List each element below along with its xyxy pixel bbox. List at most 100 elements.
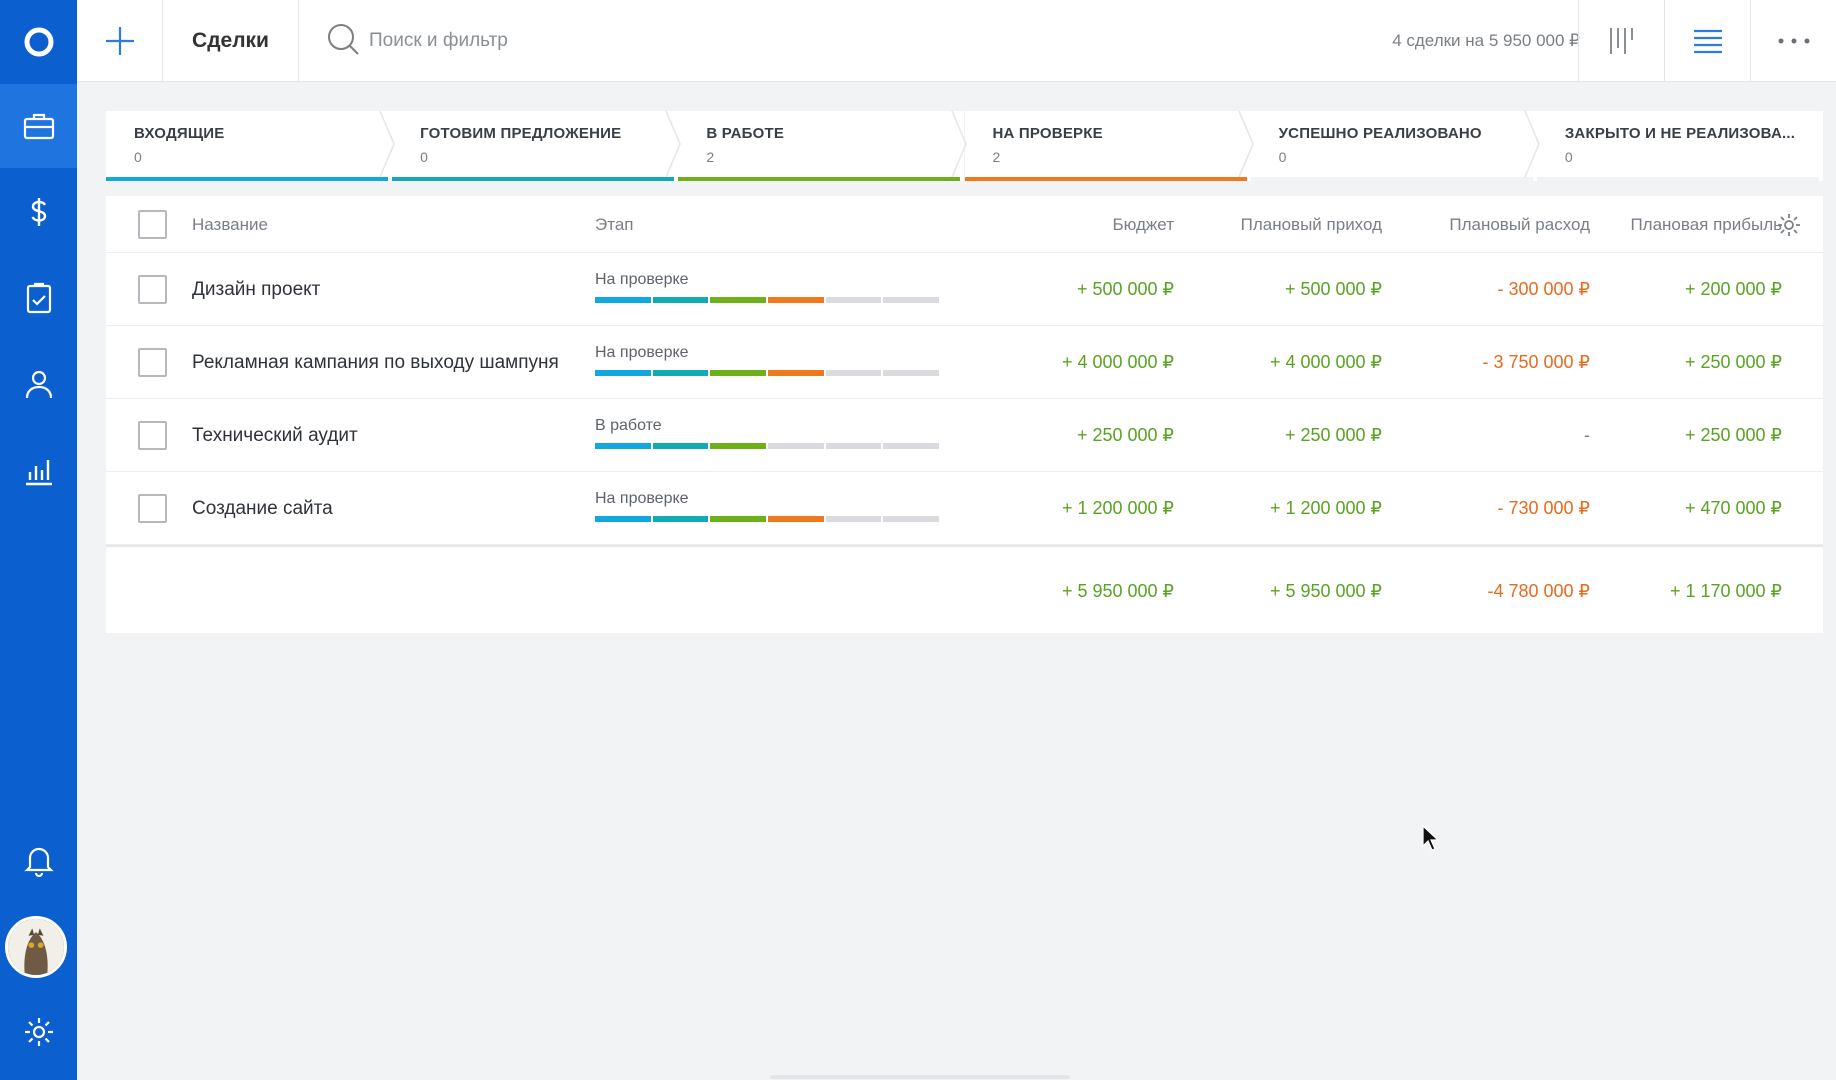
progress-segment xyxy=(595,370,651,376)
stage-name: УСПЕШНО РЕАЛИЗОВАНО xyxy=(1278,125,1482,142)
more-menu-button[interactable] xyxy=(1750,0,1836,82)
stage-color-bar xyxy=(106,177,389,181)
deal-expense: - 730 000 ₽ xyxy=(1497,498,1590,518)
stage-separator-icon xyxy=(1522,111,1540,177)
progress-segment xyxy=(652,516,709,522)
bottom-scroll-handle[interactable] xyxy=(770,1075,1070,1079)
deal-budget: + 4 000 000 ₽ xyxy=(1061,352,1174,372)
select-all-checkbox[interactable] xyxy=(138,210,167,239)
progress-segment xyxy=(825,516,882,522)
header-profit[interactable]: Плановая прибыль xyxy=(1630,214,1782,234)
progress-segment xyxy=(595,516,651,522)
stage-tab[interactable]: УСПЕШНО РЕАЛИЗОВАНО 0 xyxy=(1250,111,1540,181)
stage-progress-bar xyxy=(595,443,941,449)
table-header: Название Этап Бюджет Плановый приход Пла… xyxy=(106,196,1823,253)
progress-segment xyxy=(710,370,766,376)
kanban-view-button[interactable] xyxy=(1578,0,1664,82)
columns-settings-icon[interactable] xyxy=(1776,212,1802,238)
stage-name: ГОТОВИМ ПРЕДЛОЖЕНИЕ xyxy=(420,125,622,142)
person-icon[interactable] xyxy=(0,342,77,426)
stage-separator-icon xyxy=(950,111,968,177)
row-checkbox[interactable] xyxy=(138,275,167,304)
total-income: + 5 950 000 ₽ xyxy=(1269,580,1382,601)
list-view-button[interactable] xyxy=(1664,0,1750,82)
stage-tab[interactable]: ГОТОВИМ ПРЕДЛОЖЕНИЕ 0 xyxy=(392,111,682,181)
stage-separator-icon xyxy=(664,111,682,177)
deal-stage: В работе xyxy=(595,417,941,449)
deal-stage-label: На проверке xyxy=(595,271,689,288)
stage-count: 0 xyxy=(134,149,142,165)
progress-segment xyxy=(768,297,824,303)
stage-color-bar xyxy=(1536,177,1819,181)
progress-segment xyxy=(710,297,766,303)
bar-chart-icon[interactable] xyxy=(0,428,77,512)
logo-icon[interactable] xyxy=(0,0,77,84)
add-deal-button[interactable] xyxy=(77,0,163,82)
table-row[interactable]: Технический аудит В работе + 250 000 ₽ + 25… xyxy=(106,399,1823,472)
stage-color-bar xyxy=(392,177,675,181)
deal-name[interactable]: Технический аудит xyxy=(192,424,358,446)
bell-icon[interactable] xyxy=(0,818,77,902)
header-expense[interactable]: Плановый расход xyxy=(1449,214,1590,234)
progress-segment xyxy=(768,516,824,522)
settings-icon[interactable] xyxy=(0,990,77,1074)
clipboard-check-icon[interactable] xyxy=(0,256,77,340)
stage-count: 0 xyxy=(1564,149,1573,165)
deal-income: + 4 000 000 ₽ xyxy=(1269,352,1382,372)
progress-segment xyxy=(883,516,939,522)
progress-segment xyxy=(883,297,939,303)
deals-table: Название Этап Бюджет Плановый приход Пла… xyxy=(106,196,1823,633)
header-budget[interactable]: Бюджет xyxy=(1112,214,1174,234)
progress-segment xyxy=(768,443,824,449)
deal-profit: + 200 000 ₽ xyxy=(1684,279,1782,299)
row-checkbox[interactable] xyxy=(138,421,167,450)
deal-stage-label: В работе xyxy=(595,417,662,434)
stage-name: НА ПРОВЕРКЕ xyxy=(992,125,1103,142)
stage-tab[interactable]: НА ПРОВЕРКЕ 2 xyxy=(964,111,1254,181)
progress-segment xyxy=(825,297,882,303)
more-dots-icon xyxy=(1778,38,1809,44)
deals-summary: 4 сделки на 5 950 000 ₽ xyxy=(1392,31,1580,50)
stage-tab[interactable]: В РАБОТЕ 2 xyxy=(678,111,968,181)
row-checkbox[interactable] xyxy=(138,494,167,523)
stage-separator-icon xyxy=(1236,111,1254,177)
stage-count: 2 xyxy=(706,149,715,165)
deal-profit: + 470 000 ₽ xyxy=(1684,498,1782,518)
deal-name[interactable]: Рекламная кампания по выходу шампуня xyxy=(192,351,559,373)
header-income[interactable]: Плановый приход xyxy=(1240,214,1382,234)
totals-row: + 5 950 000 ₽ + 5 950 000 ₽ -4 780 000 ₽… xyxy=(106,545,1823,633)
deal-expense: - xyxy=(1584,425,1590,445)
progress-segment xyxy=(710,443,766,449)
avatar[interactable] xyxy=(5,916,67,978)
deal-name[interactable]: Создание сайта xyxy=(192,497,333,519)
search-input[interactable] xyxy=(369,22,869,60)
topbar: Сделки 4 сделки на 5 950 000 ₽ xyxy=(77,0,1836,82)
table-row[interactable]: Дизайн проект На проверке + 500 000 ₽ + 500… xyxy=(106,253,1823,326)
search-icon[interactable] xyxy=(326,22,360,56)
stage-tab[interactable]: ВХОДЯЩИЕ 0 xyxy=(106,111,395,181)
header-stage[interactable]: Этап xyxy=(595,214,634,234)
row-checkbox[interactable] xyxy=(138,348,167,377)
table-row[interactable]: Рекламная кампания по выходу шампуня На п… xyxy=(106,326,1823,399)
deal-income: + 500 000 ₽ xyxy=(1284,279,1382,299)
table-row[interactable]: Создание сайта На проверке + 1 200 000 ₽ + … xyxy=(106,472,1823,545)
stage-progress-bar xyxy=(595,370,941,376)
deal-stage: На проверке xyxy=(595,490,941,522)
header-name[interactable]: Название xyxy=(192,214,268,234)
deal-name[interactable]: Дизайн проект xyxy=(192,278,321,300)
stage-name: ЗАКРЫТО И НЕ РЕАЛИЗОВА... xyxy=(1564,125,1796,142)
stage-count: 0 xyxy=(420,149,428,165)
progress-segment xyxy=(595,297,651,303)
stage-separator-icon xyxy=(378,111,395,177)
stage-name: В РАБОТЕ xyxy=(706,125,785,142)
dollar-icon[interactable] xyxy=(0,170,77,254)
sidebar xyxy=(0,0,77,1080)
progress-segment xyxy=(710,516,766,522)
total-budget: + 5 950 000 ₽ xyxy=(1061,580,1174,601)
progress-segment xyxy=(825,370,882,376)
stage-name: ВХОДЯЩИЕ xyxy=(134,125,225,142)
deal-income: + 250 000 ₽ xyxy=(1284,425,1382,445)
stage-tab[interactable]: ЗАКРЫТО И НЕ РЕАЛИЗОВА... 0 xyxy=(1536,111,1823,181)
stage-progress-bar xyxy=(595,516,941,522)
briefcase-icon[interactable] xyxy=(0,84,77,168)
